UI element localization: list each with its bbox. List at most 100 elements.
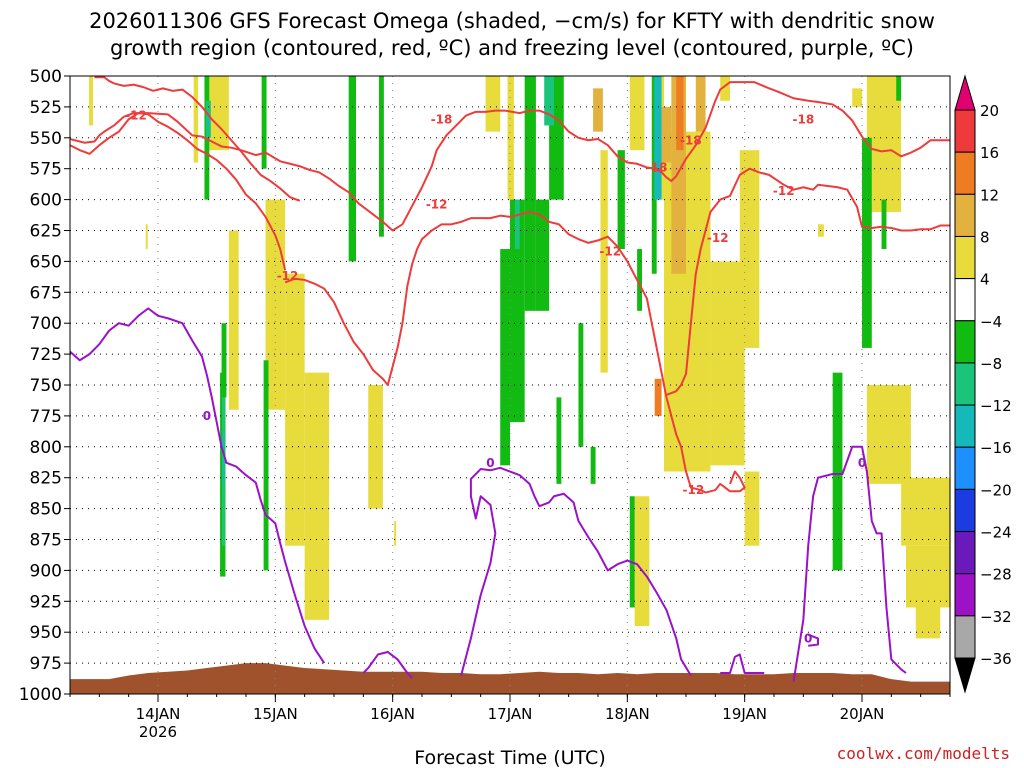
colorbar-label-10: −24 (980, 524, 1012, 542)
omega-patch--12 (207, 113, 210, 126)
y-tick-label-825: 825 (30, 469, 62, 489)
omega-patch--4 (524, 76, 536, 311)
colorbar-box-1 (954, 151, 976, 195)
colorbar-box-8 (954, 446, 976, 490)
colorbar-top-triangle (954, 74, 976, 111)
omega-patch--4 (535, 199, 550, 311)
omega-patch--8 (514, 199, 520, 250)
omega-patch-12 (654, 378, 662, 416)
omega-patch-4 (228, 230, 239, 410)
omega-patch-4 (285, 273, 305, 546)
omega-patch--4 (896, 76, 902, 101)
colorbar-label-5: −4 (980, 313, 1002, 331)
contour-label-red-1: -18 (431, 112, 453, 126)
omega-patch--8 (544, 76, 554, 126)
colorbar-box-9 (954, 488, 976, 533)
y-tick-label-675: 675 (30, 283, 62, 303)
purple-contour-2-0 (460, 466, 692, 676)
omega-patch-4 (209, 76, 229, 151)
contour-label-purple-11: 0 (203, 409, 211, 423)
omega-patch--4 (881, 199, 887, 250)
omega-patch-8 (661, 106, 672, 163)
red-contour-4--12 (666, 167, 950, 396)
colorbar-label-13: −36 (980, 650, 1012, 668)
y-tick-label-700: 700 (30, 314, 62, 334)
colorbar-box-7 (954, 404, 976, 448)
omega-patch--12 (654, 76, 662, 200)
y-tick-label-750: 750 (30, 376, 62, 396)
omega-patch-4 (739, 150, 760, 348)
omega-patch-4 (368, 385, 383, 509)
colorbar: 20 16 12 8 4 −4 −8 −12 −16 −20 −24 −28 −32 −36 (954, 74, 1012, 694)
omega-patch-4 (720, 76, 730, 101)
contour-lines (69, 76, 950, 682)
red-contour-3--12 (284, 210, 746, 494)
colorbar-label-3: 8 (980, 228, 990, 246)
omega-patch--4 (510, 199, 525, 423)
purple-contour-5-0 (807, 633, 819, 647)
omega-patch-4 (901, 477, 950, 546)
x-tick-label-15JAN: 15JAN (253, 705, 298, 723)
colorbar-label-7: −12 (980, 397, 1012, 415)
colorbar-bottom-triangle (954, 657, 976, 694)
colorbar-box-11 (954, 573, 976, 617)
x-tick-label-16JAN: 16JAN (370, 705, 415, 723)
chart-title-line-1: 2026011306 GFS Forecast Omega (shaded, −… (89, 9, 935, 33)
colorbar-box-3 (954, 235, 976, 280)
omega-patch-4 (507, 76, 514, 200)
omega-patch-4 (866, 76, 902, 212)
purple-contour-1-0 (362, 650, 413, 679)
contour-label-red-0: -12 (125, 109, 147, 123)
colorbar-label-12: −32 (980, 608, 1012, 626)
contour-label-purple-14: 0 (804, 631, 812, 645)
chart-title-line-2: growth region (contoured, red, ºC) and f… (110, 36, 914, 60)
credit-link[interactable]: coolwx.com/modelts (837, 744, 1010, 763)
omega-patch-4 (852, 88, 862, 107)
red-contour-2--12 (69, 112, 287, 271)
omega-patch--4 (629, 496, 635, 608)
y-tick-label-625: 625 (30, 222, 62, 242)
colorbar-label-2: 12 (980, 186, 999, 204)
contour-label-red-4: -12 (599, 245, 621, 259)
y-tick-label-1000: 1000 (19, 685, 62, 705)
contour-label-red-3: -12 (426, 198, 448, 212)
omega-patch-4 (744, 471, 760, 546)
colorbar-label-6: −8 (980, 355, 1002, 373)
x-tick-label-20JAN: 20JAN (840, 705, 885, 723)
purple-contour-4-0 (792, 445, 907, 682)
y-tick-label-800: 800 (30, 438, 62, 458)
colorbar-label-8: −16 (980, 439, 1012, 457)
y-tick-label-500: 500 (30, 67, 62, 87)
colorbar-box-4 (954, 278, 976, 322)
colorbar-box-2 (954, 193, 976, 237)
contour-label-red-9: -12 (707, 231, 729, 245)
omega-patch-4 (145, 224, 148, 250)
colorbar-box-5 (954, 320, 976, 364)
x-tick-label-19JAN: 19JAN (722, 705, 767, 723)
y-tick-label-950: 950 (30, 623, 62, 643)
omega-patch-12 (676, 76, 684, 151)
omega-patch--4 (862, 137, 872, 348)
omega-patch--4 (500, 249, 510, 466)
omega-patch-4 (485, 76, 501, 132)
omega-patch-8 (593, 88, 603, 132)
omega-patch-4 (710, 261, 745, 466)
omega-patch--4 (221, 323, 227, 398)
colorbar-box-10 (954, 531, 976, 575)
contour-label-purple-13: 0 (858, 456, 866, 470)
y-tick-label-900: 900 (30, 561, 62, 581)
y-tick-label-875: 875 (30, 531, 62, 551)
omega-patch--4 (556, 397, 562, 484)
y-tick-label-575: 575 (30, 160, 62, 180)
contour-label-red-8: -12 (773, 184, 795, 198)
omega-patch-4 (394, 520, 397, 546)
contour-label-red-6: -18 (680, 133, 702, 147)
x-tick-label-17JAN: 17JAN (488, 705, 533, 723)
y-tick-label-725: 725 (30, 345, 62, 365)
omega-patch-4 (906, 545, 950, 608)
omega-patch-4 (915, 607, 941, 639)
red-contour-0--18 (69, 81, 950, 232)
contour-label-red-10: -12 (682, 483, 704, 497)
